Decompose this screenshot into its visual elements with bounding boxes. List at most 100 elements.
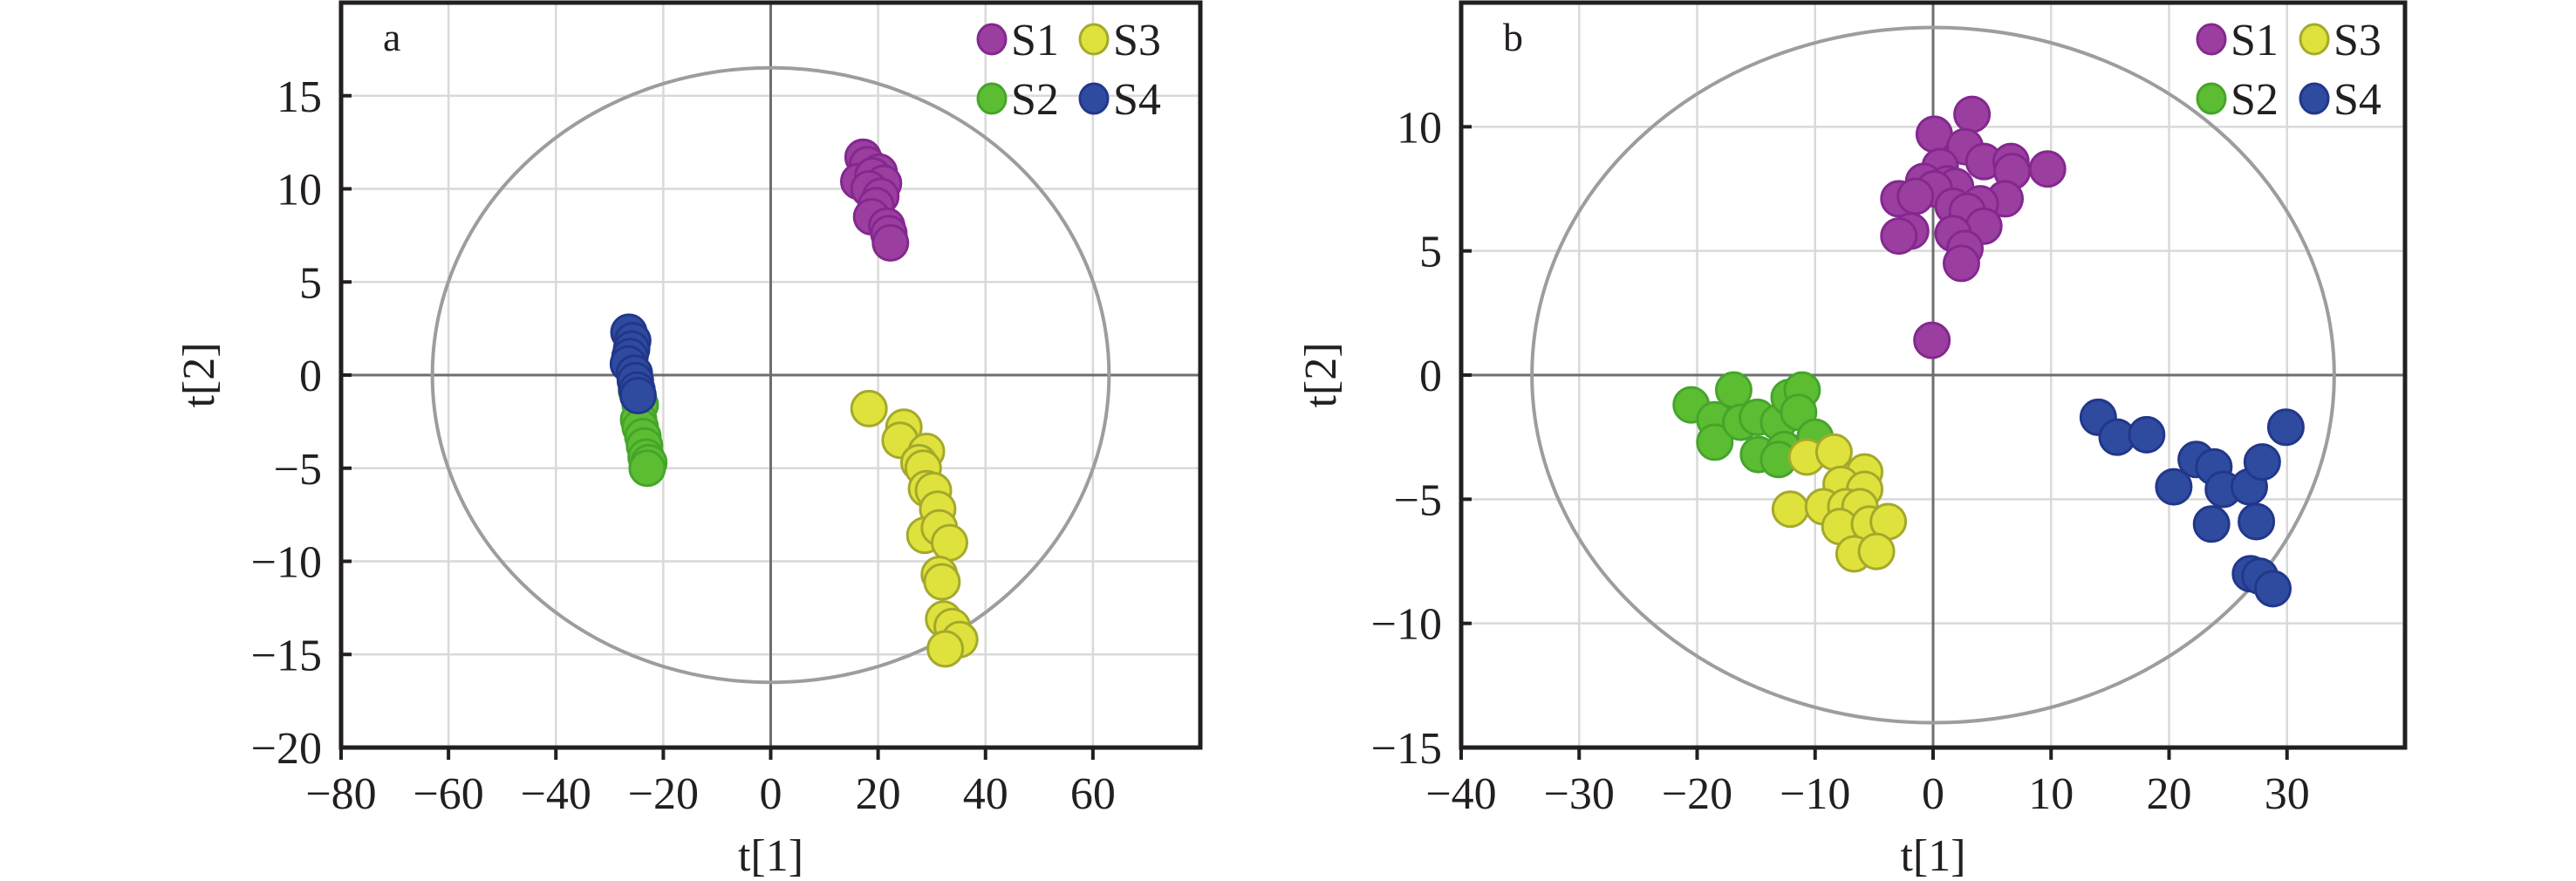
y-tick-labels: −20 −15 −10 −5 0 5 10 15 xyxy=(251,72,322,774)
x-axis-title: t[1] xyxy=(1900,831,1965,881)
x-tick-labels: −40 −30 −20 −10 0 10 20 30 xyxy=(1425,769,2309,819)
data-points xyxy=(609,138,979,668)
legend-label: S4 xyxy=(1113,75,1161,125)
y-tick-label: 10 xyxy=(1397,103,1442,153)
legend-label: S4 xyxy=(2333,75,2381,125)
data-point-s1 xyxy=(1913,321,1951,359)
x-tick-label: −40 xyxy=(521,769,591,819)
y-axis-title: t[2] xyxy=(174,342,224,407)
data-point-s1 xyxy=(2028,150,2067,188)
data-point-s3 xyxy=(1814,433,1853,471)
data-point-s2 xyxy=(1714,371,1753,409)
y-tick-label: −20 xyxy=(251,724,322,774)
legend: S1 S3 S2 S4 xyxy=(976,16,1161,125)
data-points xyxy=(1672,95,2305,608)
y-tick-label: 5 xyxy=(1419,228,1442,277)
y-tick-label: 10 xyxy=(277,166,322,215)
data-point-s2 xyxy=(1696,423,1734,461)
legend-marker-s3 xyxy=(1078,23,1110,56)
x-tick-label: 10 xyxy=(2028,769,2074,819)
panel-label: b xyxy=(1503,15,1523,59)
y-tick-label: 0 xyxy=(1419,352,1442,401)
series-s2 xyxy=(1672,371,1835,479)
x-tick-label: 20 xyxy=(856,769,901,819)
series-s3 xyxy=(850,389,979,668)
x-tick-label: 40 xyxy=(963,769,1008,819)
data-point-s1 xyxy=(1942,244,1980,283)
x-tick-label: −10 xyxy=(1780,769,1850,819)
x-tick-label: −80 xyxy=(305,769,376,819)
x-tick-label: −40 xyxy=(1425,769,1496,819)
legend-marker-s1 xyxy=(976,23,1008,56)
y-tick-label: −5 xyxy=(1394,475,1442,525)
x-tick-label: 0 xyxy=(760,769,782,819)
series-s1 xyxy=(839,138,910,262)
legend-label: S1 xyxy=(1011,16,1059,65)
axis-ticks xyxy=(339,93,1095,760)
panel-label: a xyxy=(383,15,400,59)
y-tick-label: 15 xyxy=(277,72,322,122)
x-tick-label: −30 xyxy=(1544,769,1615,819)
data-point-s1 xyxy=(1896,177,1935,215)
x-axis-title: t[1] xyxy=(738,831,803,881)
legend: S1 S3 S2 S4 xyxy=(2196,16,2381,125)
y-tick-label: 5 xyxy=(299,258,322,308)
x-tick-label: −20 xyxy=(628,769,699,819)
data-point-s4 xyxy=(2155,468,2193,506)
data-point-s4 xyxy=(2254,570,2292,608)
y-tick-label: −10 xyxy=(251,538,322,588)
legend-item-s4: S4 xyxy=(2299,75,2381,125)
y-tick-label: −15 xyxy=(251,631,322,680)
legend-label: S1 xyxy=(2231,16,2279,65)
legend-item-s4: S4 xyxy=(1078,75,1161,125)
legend-marker-s4 xyxy=(1078,82,1110,115)
data-point-s3 xyxy=(926,630,965,668)
data-point-s4 xyxy=(2243,443,2281,481)
data-point-s1 xyxy=(871,223,910,262)
data-point-s4 xyxy=(618,376,657,414)
confidence-ellipse xyxy=(1530,25,2336,725)
data-point-s2 xyxy=(628,449,666,488)
data-point-s3 xyxy=(923,563,961,601)
data-point-s4 xyxy=(2192,505,2231,543)
series-s1 xyxy=(1880,95,2067,359)
zero-axes xyxy=(341,3,1200,748)
legend-label: S2 xyxy=(1011,75,1059,125)
legend-item-s1: S1 xyxy=(2196,16,2279,65)
data-point-s3 xyxy=(850,389,888,427)
panel-a: −80 −60 −40 −20 0 20 40 60 −20 −15 −10 −5 0 5 10 15 t[… xyxy=(174,0,1203,881)
legend-item-s2: S2 xyxy=(976,75,1059,125)
panel-b: −40 −30 −20 −10 0 10 20 30 −15 −10 −5 0 5 10 t[1] t[… xyxy=(1296,0,2408,881)
data-point-s1 xyxy=(1880,217,1918,256)
x-tick-label: −60 xyxy=(413,769,483,819)
legend-label: S2 xyxy=(2231,75,2279,125)
legend-item-s1: S1 xyxy=(976,16,1059,65)
series-s4 xyxy=(2079,398,2305,608)
data-point-s4 xyxy=(2128,415,2166,454)
data-point-s4 xyxy=(2238,502,2276,541)
confidence-ellipse xyxy=(430,65,1111,685)
x-tick-labels: −80 −60 −40 −20 0 20 40 60 xyxy=(305,769,1116,819)
legend-marker-s1 xyxy=(2196,23,2227,56)
legend-item-s3: S3 xyxy=(2299,16,2381,65)
series-s4 xyxy=(609,313,657,414)
y-tick-label: 0 xyxy=(299,352,322,401)
data-point-s3 xyxy=(1857,532,1896,570)
legend-marker-s2 xyxy=(2196,82,2227,115)
legend-item-s2: S2 xyxy=(2196,75,2279,125)
data-point-s1 xyxy=(1953,95,1992,133)
data-point-s3 xyxy=(1771,490,1809,529)
x-tick-label: −20 xyxy=(1662,769,1732,819)
y-tick-label: −5 xyxy=(274,445,322,495)
x-tick-label: 20 xyxy=(2147,769,2192,819)
axis-ticks xyxy=(1459,125,2289,760)
legend-marker-s4 xyxy=(2299,82,2330,115)
x-tick-label: 60 xyxy=(1070,769,1116,819)
x-tick-label: 30 xyxy=(2265,769,2310,819)
data-point-s4 xyxy=(2266,408,2305,447)
x-tick-label: 0 xyxy=(1922,769,1944,819)
legend-item-s3: S3 xyxy=(1078,16,1161,65)
data-point-s3 xyxy=(931,523,969,562)
series-s3 xyxy=(1771,433,1908,573)
